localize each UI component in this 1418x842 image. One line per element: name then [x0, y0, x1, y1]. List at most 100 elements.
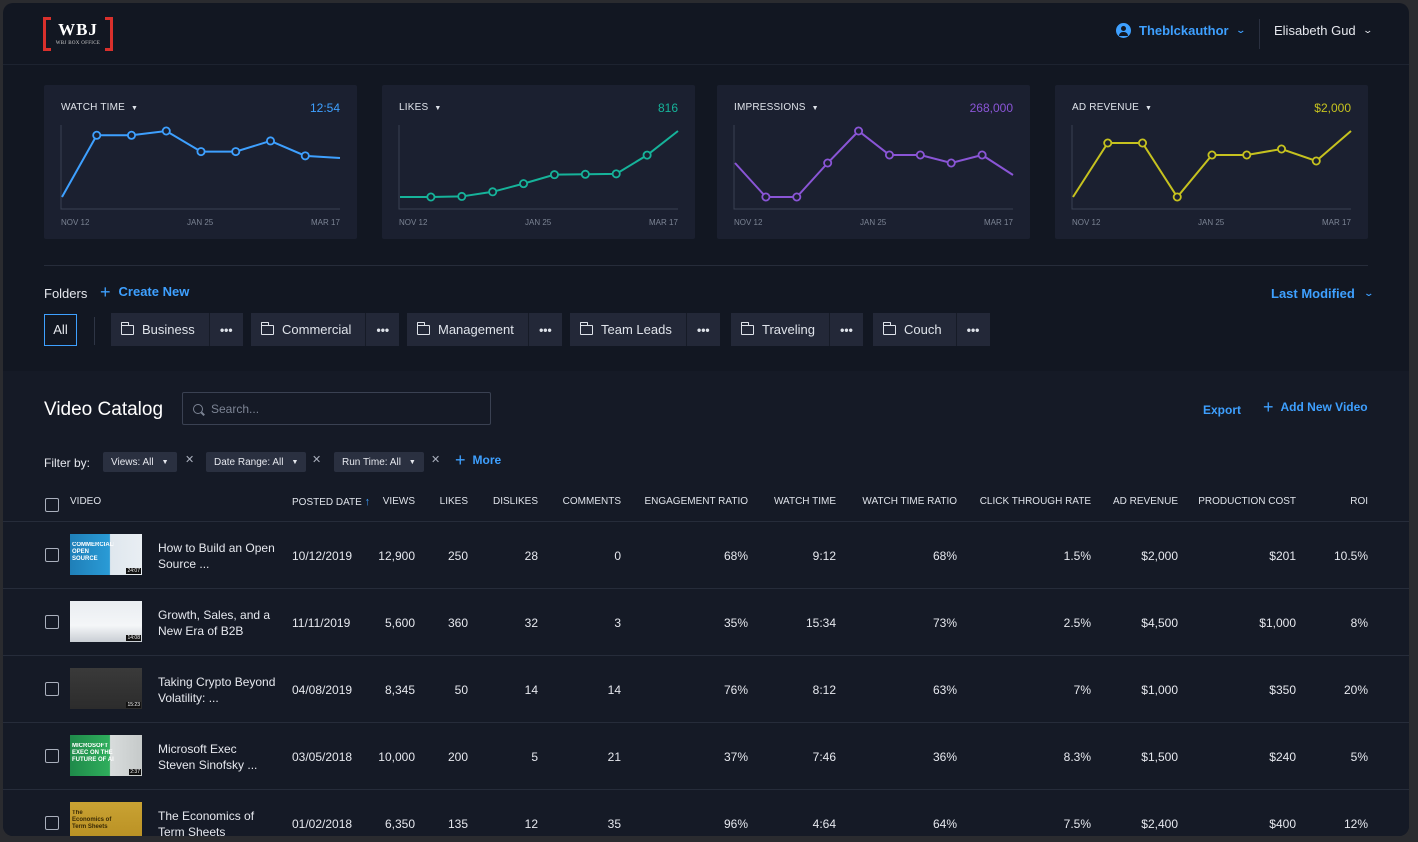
user-name: Elisabeth Gud	[1274, 23, 1356, 38]
row-checkbox[interactable]	[45, 749, 59, 763]
more-options-icon[interactable]: •••	[840, 322, 853, 337]
column-header[interactable]: COMMENTS	[563, 496, 621, 507]
cell-likes: 250	[447, 549, 468, 563]
column-header[interactable]: VIDEO	[70, 496, 101, 507]
add-new-video-button[interactable]: + Add New Video	[1263, 398, 1368, 416]
column-header-label: PRODUCTION COST	[1198, 496, 1296, 507]
more-options-icon[interactable]: •••	[376, 322, 390, 337]
user-menu[interactable]: Elisabeth Gud ⌄	[1274, 23, 1373, 38]
account-name: Theblckauthor	[1139, 23, 1229, 38]
remove-filter-icon[interactable]: ✕	[185, 454, 195, 466]
metric-label[interactable]: AD REVENUE ▼	[1072, 102, 1152, 113]
folder-item[interactable]: Couch •••	[873, 313, 990, 346]
folder-name-button[interactable]: Management	[407, 313, 529, 346]
more-options-icon[interactable]: •••	[697, 322, 710, 337]
cell-dislikes: 12	[524, 817, 538, 831]
folder-name-button[interactable]: Couch	[873, 313, 957, 346]
filter-chip[interactable]: Run Time: All ▼	[334, 452, 424, 472]
remove-filter-icon[interactable]: ✕	[431, 454, 441, 466]
metric-card[interactable]: LIKES ▼ 816 NOV 12 JAN 25 MAR 17	[382, 85, 695, 239]
metric-label[interactable]: IMPRESSIONS ▼	[734, 102, 819, 113]
video-thumbnail[interactable]: The Economics of Term Sheets24:11	[70, 802, 142, 836]
column-header[interactable]: PRODUCTION COST	[1198, 496, 1296, 507]
more-options-icon[interactable]: •••	[219, 322, 233, 337]
create-new-folder-button[interactable]: + Create New	[100, 283, 189, 301]
column-header[interactable]: CLICK THROUGH RATE	[980, 496, 1091, 507]
metric-card[interactable]: IMPRESSIONS ▼ 268,000 NOV 12 JAN 25 MAR 17	[717, 85, 1030, 239]
column-header[interactable]: DISLIKES	[493, 496, 538, 507]
column-header[interactable]: ENGAGEMENT RATIO	[644, 496, 748, 507]
column-header[interactable]: VIEWS	[383, 496, 415, 507]
metric-label[interactable]: WATCH TIME ▼	[61, 102, 138, 113]
folder-icon	[740, 321, 754, 335]
search-input[interactable]	[211, 401, 471, 416]
cell-watch-ratio: 68%	[932, 549, 957, 563]
sparkline-point	[854, 126, 864, 136]
row-checkbox[interactable]	[45, 682, 59, 696]
plus-icon: +	[455, 450, 466, 470]
cell-cost: $1,000	[1259, 616, 1296, 630]
video-title[interactable]: How to Build an Open Source ...	[158, 541, 275, 571]
column-header[interactable]: ROI	[1350, 496, 1368, 507]
table-row[interactable]: The Economics of Term Sheets24:11The Eco…	[3, 790, 1409, 836]
folder-name: Traveling	[762, 322, 815, 337]
column-header[interactable]: POSTED DATE ↑	[292, 496, 370, 508]
table-row[interactable]: MICROSOFT EXEC ON THE FUTURE OF AI 2:37 Mi…	[3, 723, 1409, 790]
thumbnail-caption: The Economics of Term Sheets	[72, 810, 112, 830]
column-header[interactable]: WATCH TIME	[774, 496, 836, 507]
select-all-checkbox[interactable]	[45, 498, 59, 512]
column-header-label: VIDEO	[70, 496, 102, 507]
cell-watch-ratio: 64%	[932, 817, 957, 831]
chevron-down-icon: ⌄	[1363, 288, 1374, 298]
filter-chip[interactable]: Date Range: All ▼	[206, 452, 307, 472]
row-checkbox[interactable]	[45, 615, 59, 629]
folder-item[interactable]: Management •••	[407, 313, 562, 346]
cell-date: 01/02/2018	[292, 817, 353, 831]
remove-filter-icon[interactable]: ✕	[312, 454, 322, 466]
column-header[interactable]: WATCH TIME RATIO	[862, 496, 957, 507]
more-options-icon[interactable]: •••	[539, 322, 552, 337]
video-title[interactable]: Taking Crypto Beyond Volatility: ...	[158, 675, 276, 705]
folder-item[interactable]: Commercial •••	[251, 313, 400, 346]
video-title[interactable]: Growth, Sales, and a New Era of B2B	[158, 608, 271, 638]
folder-item[interactable]: Team Leads •••	[570, 313, 720, 346]
cell-date: 03/05/2018	[292, 750, 353, 764]
video-thumbnail[interactable]: COMMERCIALIZING OPEN SOURCE 24:07	[70, 534, 142, 575]
folder-name-button[interactable]: Business	[111, 313, 210, 346]
folder-name-button[interactable]: Team Leads	[570, 313, 687, 346]
account-switcher[interactable]: Theblckauthor ⌄	[1116, 23, 1246, 38]
sparkline-point	[300, 151, 310, 161]
filter-chip[interactable]: Views: All ▼	[103, 452, 177, 472]
cell-likes: 200	[447, 750, 468, 764]
column-header-label: ROI	[1350, 496, 1368, 507]
folder-all-button[interactable]: All	[44, 314, 77, 346]
table-row[interactable]: COMMERCIALIZING OPEN SOURCE 24:07 How to B…	[3, 522, 1409, 589]
metric-card[interactable]: AD REVENUE ▼ $2,000 NOV 12 JAN 25 MAR 17	[1055, 85, 1368, 239]
more-filters-button[interactable]: + More	[455, 450, 501, 470]
row-checkbox[interactable]	[45, 816, 59, 830]
folder-name-button[interactable]: Commercial	[251, 313, 367, 346]
row-checkbox[interactable]	[45, 548, 59, 562]
column-header[interactable]: LIKES	[440, 496, 468, 507]
video-thumbnail[interactable]: 14:08	[70, 601, 142, 642]
column-header-label: WATCH TIME	[773, 496, 836, 507]
folder-item[interactable]: Traveling •••	[731, 313, 863, 346]
video-thumbnail[interactable]: 15:23	[70, 668, 142, 709]
more-options-icon[interactable]: •••	[966, 322, 980, 337]
video-thumbnail[interactable]: MICROSOFT EXEC ON THE FUTURE OF AI 2:37	[70, 735, 142, 776]
metric-label[interactable]: LIKES ▼	[399, 102, 442, 113]
export-button[interactable]: Export	[1203, 403, 1242, 417]
column-header[interactable]: AD REVENUE	[1113, 496, 1178, 507]
folder-name-button[interactable]: Traveling	[731, 313, 830, 346]
video-title[interactable]: The Economics of Term Sheets	[158, 809, 255, 836]
sparkline-line	[1072, 130, 1352, 199]
table-row[interactable]: 15:23 Taking Crypto Beyond Volatility: ..…	[3, 656, 1409, 723]
sort-dropdown[interactable]: Last Modified ⌄	[1271, 286, 1374, 301]
table-row[interactable]: 14:08 Growth, Sales, and a New Era of B2B…	[3, 589, 1409, 656]
metric-card[interactable]: WATCH TIME ▼ 12:54 NOV 12 JAN 25 MAR 17	[44, 85, 357, 239]
video-title[interactable]: Microsoft Exec Steven Sinofsky ...	[158, 742, 258, 772]
wbj-logo[interactable]: WBJ WBJ BOX OFFICE	[43, 17, 113, 53]
search-box[interactable]	[182, 392, 491, 425]
column-header-label: WATCH TIME RATIO	[862, 496, 957, 507]
folder-item[interactable]: Business •••	[111, 313, 243, 346]
